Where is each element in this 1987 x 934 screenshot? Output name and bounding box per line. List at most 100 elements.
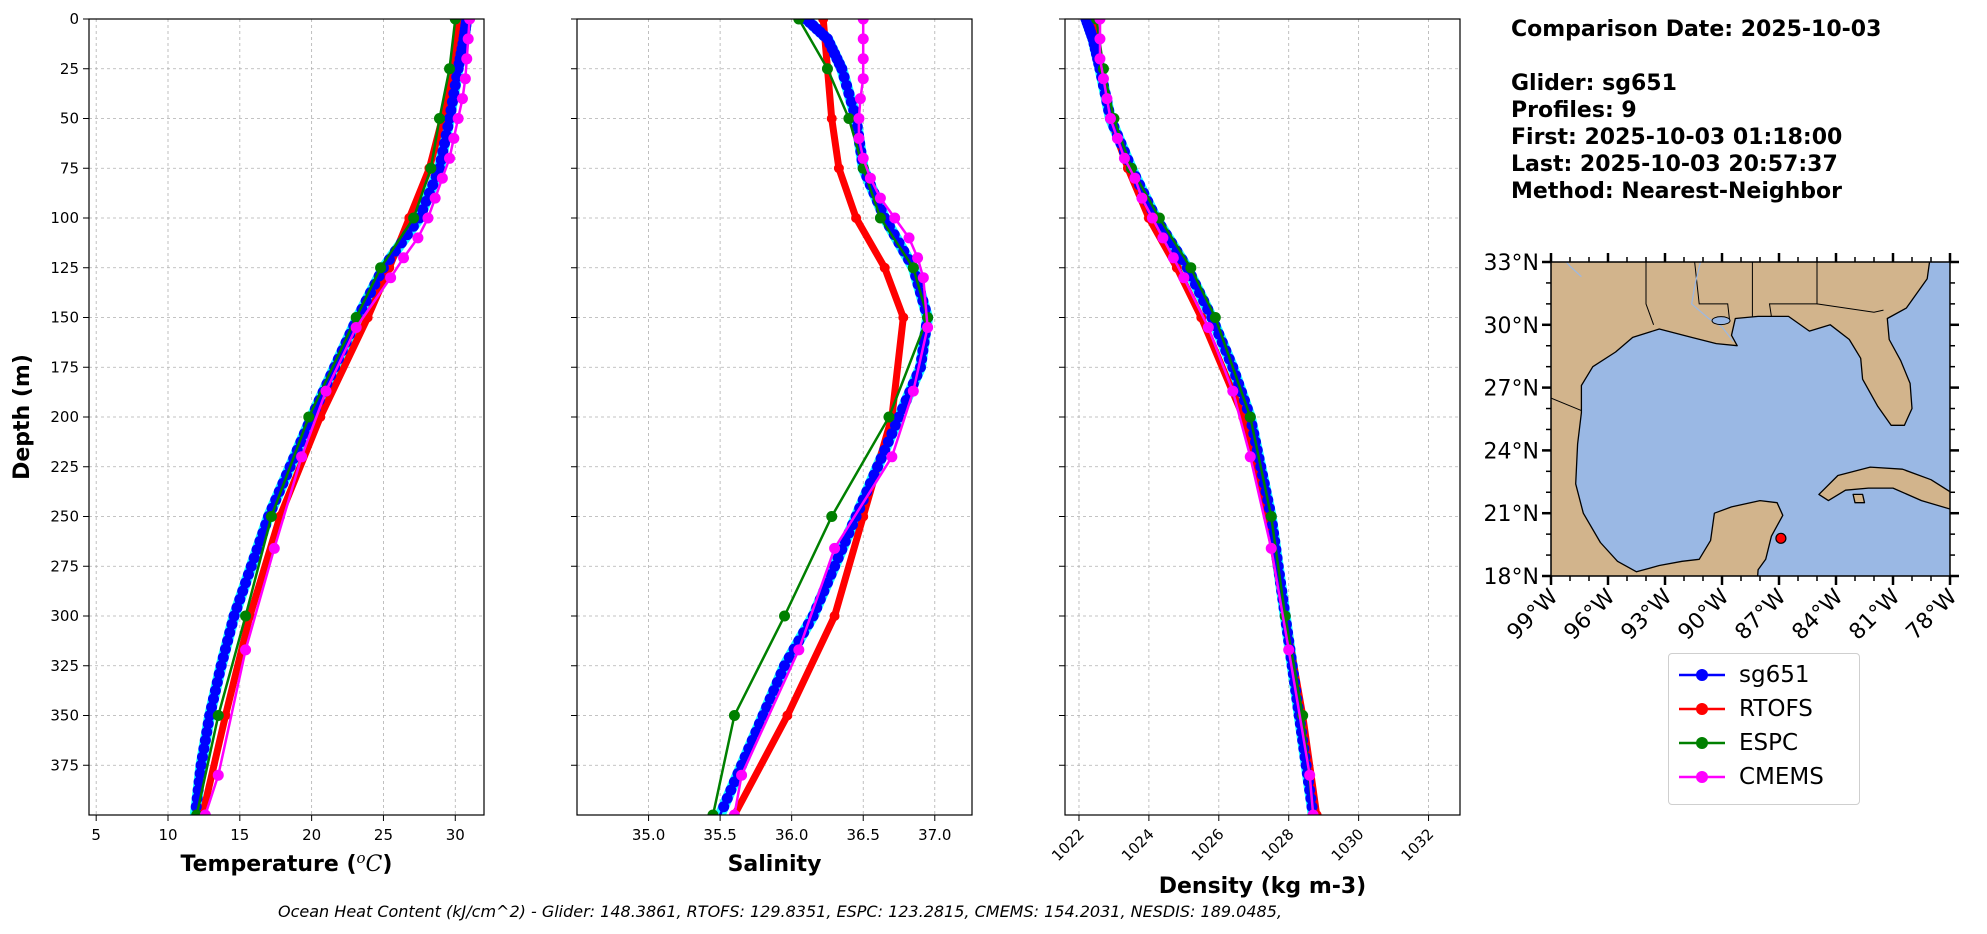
sg651-point <box>448 88 460 100</box>
sg651-point <box>879 444 891 456</box>
sg651-point <box>245 560 257 572</box>
map-lon-label: 96°W <box>1560 584 1621 645</box>
y-tick-label: 275 <box>50 557 79 575</box>
legend-item-sg651: sg651 <box>1679 658 1809 692</box>
cmems-point <box>1167 252 1179 264</box>
cmems-point <box>320 385 332 397</box>
y-tick-label: 250 <box>50 508 79 526</box>
sg651-point <box>843 88 855 100</box>
sg651-point <box>868 469 880 481</box>
sg651-point <box>217 651 229 663</box>
cmems-point <box>912 252 924 264</box>
cmems-point <box>199 809 211 815</box>
rtofs-point <box>851 213 862 223</box>
y-tick-label: 75 <box>60 159 79 177</box>
rtofs-point <box>829 611 840 621</box>
sg651-point <box>725 784 737 796</box>
y-tick-label: 350 <box>50 707 79 725</box>
sg651-point <box>845 96 857 108</box>
sg651-point <box>196 751 208 763</box>
cmems-point <box>429 192 441 204</box>
cmems-point <box>917 272 929 284</box>
sg651-point <box>897 403 909 415</box>
y-tick-label: 200 <box>50 408 79 426</box>
sg651-point <box>449 79 461 91</box>
cmems-point <box>1227 385 1239 397</box>
y-tick-label: 325 <box>50 657 79 675</box>
espc-point <box>449 19 461 25</box>
espc-point <box>1185 262 1197 274</box>
sg651-point <box>838 71 850 83</box>
sg651-point <box>889 419 901 431</box>
sg651-point <box>839 535 851 547</box>
profile-panel-salinity: 35.0 35.5 36.0 36.5 37.0 Salinity <box>571 18 973 877</box>
cmems-point <box>793 644 805 656</box>
sg651-point <box>825 569 837 581</box>
x-tick-label: 30 <box>446 826 465 844</box>
legend-swatch-rtofs <box>1679 703 1725 715</box>
x-tick-label: 1030 <box>1328 825 1368 865</box>
sg651-point <box>439 137 450 149</box>
cmems-point <box>385 272 397 284</box>
cmems-point <box>456 93 468 105</box>
sg651-point <box>213 668 225 680</box>
map-lon-label: 90°W <box>1674 584 1735 645</box>
cmems-point <box>874 192 886 204</box>
river-mississippi <box>1690 262 1734 342</box>
y-tick-label: 175 <box>50 358 79 376</box>
sg651-point <box>875 452 887 464</box>
border-us-mx <box>1551 396 1582 412</box>
sg651-point <box>211 676 223 688</box>
sg651-point <box>234 593 246 605</box>
sg651-point <box>195 759 207 771</box>
plot-area <box>707 19 934 815</box>
cmems-point <box>1146 212 1158 224</box>
espc-point <box>425 162 437 174</box>
glider-location-marker <box>1775 532 1787 544</box>
y-tick-label: 50 <box>60 110 79 128</box>
sg651-point <box>841 79 853 91</box>
espc-point <box>265 511 277 522</box>
series-espc-line <box>195 19 457 815</box>
plot-area <box>189 19 476 815</box>
cmems-point <box>1244 451 1256 463</box>
map-lon-label: 99°W <box>1503 584 1564 645</box>
map-lon-label: 84°W <box>1788 584 1849 645</box>
profile-panel-density: 1022 1024 1026 1028 1030 1032 Density (kg m-3) <box>1048 18 1461 899</box>
cmems-point <box>212 769 224 781</box>
sg651-point <box>226 618 238 630</box>
sg651-point <box>420 195 432 207</box>
sg651-point <box>768 685 780 697</box>
espc-point <box>826 511 838 522</box>
sg651-point <box>444 113 456 124</box>
cmems-point <box>857 33 869 45</box>
x-axis-label: Salinity <box>728 852 822 877</box>
map-lat-label: 30°N <box>1484 314 1539 339</box>
cmems-point <box>857 19 869 25</box>
sg651-point <box>201 726 213 738</box>
sg651-point <box>435 154 447 166</box>
legend-item-rtofs: RTOFS <box>1679 692 1813 726</box>
x-tick-label: 35.5 <box>703 826 736 844</box>
espc-point <box>1209 312 1221 323</box>
map-lon-label: 87°W <box>1731 584 1792 645</box>
cmems-point <box>857 73 869 85</box>
series-espc-line <box>1095 19 1315 815</box>
cmems-point <box>903 232 915 244</box>
map-lat-label: 24°N <box>1484 439 1539 464</box>
espc-point <box>375 262 387 274</box>
espc-point <box>707 809 719 815</box>
map-lat-label: 21°N <box>1484 502 1539 527</box>
espc-point <box>350 312 362 323</box>
cmems-point <box>1202 321 1214 333</box>
cmems-point <box>240 644 252 656</box>
border-tx-la <box>1645 262 1655 325</box>
sg651-point <box>224 627 236 639</box>
sg651-point <box>451 71 463 83</box>
x-axis-label: Density (kg m-3) <box>1159 874 1367 899</box>
sg651-point <box>886 428 898 440</box>
lake-pontchartrain <box>1711 316 1731 326</box>
cmems-point <box>1094 19 1106 25</box>
sg651-point <box>251 544 263 556</box>
cmems-point <box>1094 53 1106 65</box>
